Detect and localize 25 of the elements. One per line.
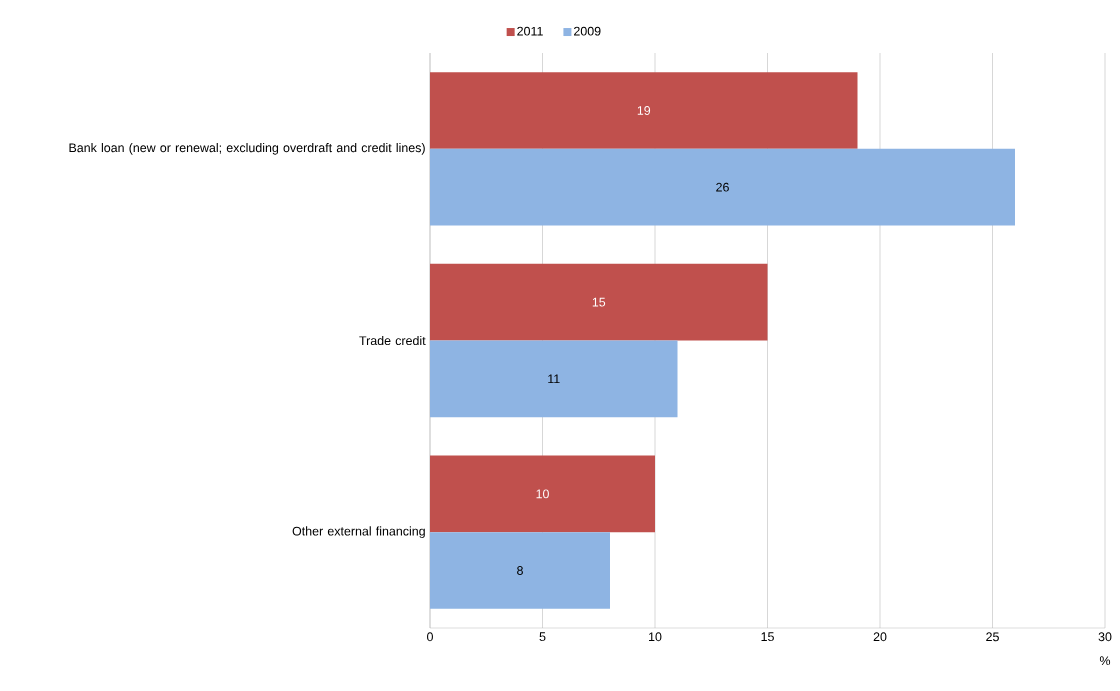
x-tick-label: 15 bbox=[761, 632, 774, 642]
x-tick-label: 5 bbox=[539, 632, 546, 642]
bar bbox=[430, 340, 678, 418]
legend-label: 2009 bbox=[574, 26, 601, 36]
bar bbox=[430, 148, 1015, 226]
data-label: 15 bbox=[592, 297, 606, 307]
legend-label: 2011 bbox=[517, 26, 543, 36]
data-label: 11 bbox=[548, 374, 560, 384]
x-tick-label: 30 bbox=[1098, 632, 1112, 642]
x-tick-label: 10 bbox=[649, 632, 662, 642]
bar bbox=[430, 263, 768, 341]
x-tick-label: 20 bbox=[873, 632, 887, 642]
x-tick-label: 0 bbox=[427, 632, 433, 642]
bar bbox=[430, 532, 610, 609]
y-tick-label: Bank loan (new or renewal; excluding overdraft and credit lines) bbox=[69, 143, 425, 155]
data-label: 19 bbox=[637, 106, 651, 115]
data-label: 10 bbox=[536, 489, 549, 499]
y-tick-label: Trade credit bbox=[359, 335, 426, 346]
bar bbox=[430, 455, 655, 533]
x-tick-label: 25 bbox=[986, 632, 999, 642]
bar bbox=[430, 72, 858, 149]
data-label: 26 bbox=[716, 182, 729, 192]
x-axis-title: % bbox=[1099, 656, 1111, 666]
data-label: 8 bbox=[517, 566, 523, 575]
y-tick-label: Other external financing bbox=[292, 526, 425, 538]
